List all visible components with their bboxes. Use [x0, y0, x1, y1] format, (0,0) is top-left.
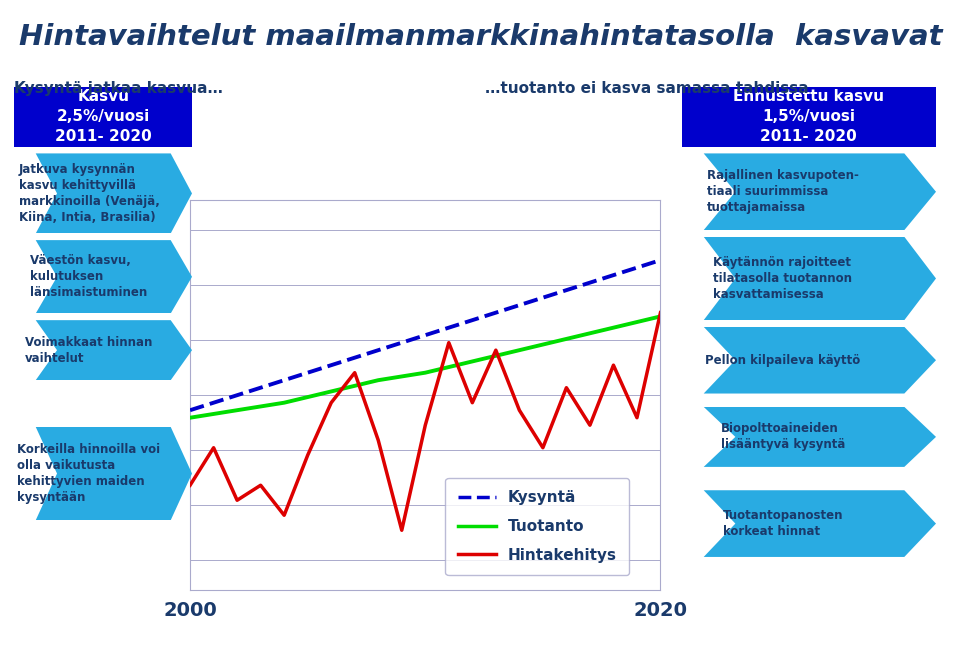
- Text: Kasvu
2,5%/vuosi
2011- 2020: Kasvu 2,5%/vuosi 2011- 2020: [55, 89, 152, 144]
- Text: Väestön kasvu,
kulutuksen
länsimaistuminen: Väestön kasvu, kulutuksen länsimaistumin…: [31, 254, 148, 299]
- Polygon shape: [704, 490, 936, 557]
- Polygon shape: [704, 237, 936, 320]
- Text: Tuotantopanosten
korkeat hinnat: Tuotantopanosten korkeat hinnat: [723, 509, 843, 538]
- Legend: Kysyntä, Tuotanto, Hintakehitys: Kysyntä, Tuotanto, Hintakehitys: [445, 478, 630, 575]
- Text: Voimakkaat hinnan
vaihtelut: Voimakkaat hinnan vaihtelut: [25, 336, 153, 365]
- Polygon shape: [36, 240, 192, 313]
- Text: Jatkuva kysynnän
kasvu kehittyvillä
markkinoilla (Venäjä,
Kiina, Intia, Brasilia: Jatkuva kysynnän kasvu kehittyvillä mark…: [18, 163, 159, 224]
- Polygon shape: [36, 153, 192, 233]
- Polygon shape: [704, 327, 936, 394]
- Polygon shape: [704, 153, 936, 230]
- Text: …tuotanto ei kasva samassa tahdissa: …tuotanto ei kasva samassa tahdissa: [485, 81, 808, 96]
- Polygon shape: [36, 427, 192, 520]
- Text: Korkeilla hinnoilla voi
olla vaikutusta
kehittyvien maiden
kysyntään: Korkeilla hinnoilla voi olla vaikutusta …: [17, 443, 160, 504]
- Polygon shape: [704, 407, 936, 467]
- Polygon shape: [36, 320, 192, 380]
- Text: Ennustettu kasvu
1,5%/vuosi
2011- 2020: Ennustettu kasvu 1,5%/vuosi 2011- 2020: [733, 89, 884, 144]
- Text: Rajallinen kasvupoten-
tiaali suurimmissa
tuottajamaissa: Rajallinen kasvupoten- tiaali suurimmiss…: [707, 169, 859, 214]
- Text: Biopolttoaineiden
lisääntyvä kysyntä: Biopolttoaineiden lisääntyvä kysyntä: [721, 422, 845, 452]
- Text: Kysyntä jatkaa kasvua…: Kysyntä jatkaa kasvua…: [14, 81, 224, 96]
- Text: Käytännön rajoitteet
tilatasolla tuotannon
kasvattamisessa: Käytännön rajoitteet tilatasolla tuotann…: [713, 256, 852, 301]
- Text: Hintavaihtelut maailmanmarkkinahintatasolla  kasvavat: Hintavaihtelut maailmanmarkkinahintataso…: [19, 23, 943, 51]
- Text: Pellon kilpaileva käyttö: Pellon kilpaileva käyttö: [706, 354, 860, 367]
